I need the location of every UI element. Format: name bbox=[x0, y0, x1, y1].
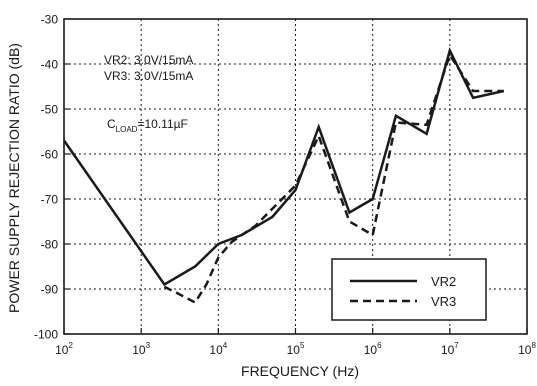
y-tick-label: -90 bbox=[41, 283, 59, 297]
y-tick-labels: -30 -40 -50 -60 -70 -80 -90 -100 bbox=[34, 13, 58, 342]
x-tick-labels: 102 103 104 105 106 107 108 bbox=[55, 341, 536, 357]
legend-box bbox=[331, 258, 487, 321]
annotation-vr2: VR2: 3.0V/15mA bbox=[104, 53, 193, 67]
cload-value: =10.11µF bbox=[137, 117, 187, 131]
y-tick-label: -100 bbox=[34, 328, 58, 342]
x-tick-label: 108 bbox=[518, 341, 536, 357]
x-tick-label: 102 bbox=[55, 341, 73, 357]
y-tick-label: -30 bbox=[41, 13, 59, 27]
y-tick-label: -40 bbox=[41, 58, 59, 72]
series-line-vr3 bbox=[163, 52, 504, 305]
x-axis-label: FREQUENCY (Hz) bbox=[241, 363, 359, 379]
y-tick-label: -70 bbox=[41, 193, 59, 207]
y-tick-label: -60 bbox=[41, 148, 59, 162]
series-line-vr2 bbox=[62, 47, 505, 287]
plot-frame bbox=[63, 18, 528, 335]
y-axis-label: POWER SUPPLY REJECTION RATIO (dB) bbox=[6, 43, 22, 313]
legend-label-vr2: VR2 bbox=[431, 274, 456, 289]
legend: VR2 VR3 bbox=[331, 258, 487, 321]
x-tick-label: 103 bbox=[132, 341, 150, 357]
x-tick-label: 105 bbox=[287, 341, 305, 357]
cload-subscript: LOAD bbox=[116, 125, 138, 134]
cload-prefix: C bbox=[107, 117, 116, 131]
annotation-vr3: VR3: 3.0V/15mA bbox=[104, 69, 193, 83]
conditions-annotation: VR2: 3.0V/15mA VR3: 3.0V/15mA CLOAD=10.1… bbox=[104, 53, 193, 134]
y-tick-label: -80 bbox=[41, 238, 59, 252]
x-tick-label: 104 bbox=[209, 341, 227, 357]
legend-label-vr3: VR3 bbox=[431, 294, 456, 309]
series-layer bbox=[62, 47, 505, 305]
annotation-cload: CLOAD=10.11µF bbox=[107, 117, 188, 134]
x-tick-label: 107 bbox=[441, 341, 459, 357]
y-tick-label: -50 bbox=[41, 103, 59, 117]
x-tick-label: 106 bbox=[364, 341, 382, 357]
